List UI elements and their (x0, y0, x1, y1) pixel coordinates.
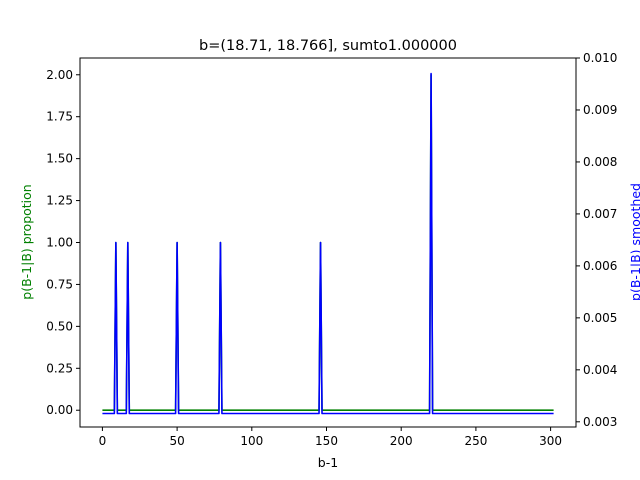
y-axis-left-label: p(B-1|B) propotion (19, 184, 34, 299)
y-right-tick-label: 0.006 (583, 259, 617, 273)
y-left-tick-label: 1.50 (46, 152, 73, 166)
x-tick-label: 50 (169, 434, 184, 448)
y-left-tick-label: 0.75 (46, 277, 73, 291)
y-right-tick-label: 0.007 (583, 207, 617, 221)
plot-frame (79, 57, 577, 428)
x-tick-label: 0 (99, 434, 107, 448)
y-left-tick-label: 1.25 (46, 194, 73, 208)
y-left-tick-label: 2.00 (46, 68, 73, 82)
y-left-tick-label: 1.75 (46, 110, 73, 124)
series-line-smoothed (102, 72, 554, 415)
y-axis-left: 0.00 0.25 0.50 0.75 1.00 1.25 1.50 1.75 2.00 (46, 68, 80, 417)
x-tick-label: 200 (390, 434, 413, 448)
x-axis: 0 50 100 150 200 250 300 (99, 427, 562, 448)
x-tick-label: 300 (539, 434, 562, 448)
y-right-tick-label: 0.010 (583, 51, 617, 65)
y-right-tick-label: 0.009 (583, 103, 617, 117)
y-axis-right-label: p(B-1|B) smoothed (628, 183, 640, 301)
y-right-tick-label: 0.003 (583, 415, 617, 429)
x-axis-label: b-1 (318, 455, 338, 470)
series-line-proportion (102, 73, 554, 412)
y-right-tick-label: 0.008 (583, 155, 617, 169)
y-axis-right: 0.003 0.004 0.005 0.006 0.007 0.008 0.009 0.010 (576, 51, 617, 429)
chart-title: b=(18.71, 18.766], sumto1.000000 (199, 38, 457, 54)
y-right-tick-label: 0.005 (583, 311, 617, 325)
y-right-tick-label: 0.004 (583, 363, 617, 377)
x-tick-label: 150 (315, 434, 338, 448)
x-tick-label: 250 (464, 434, 487, 448)
y-left-tick-label: 1.00 (46, 236, 73, 250)
series-layer (102, 72, 554, 415)
x-tick-label: 100 (240, 434, 263, 448)
y-left-tick-label: 0.00 (46, 403, 73, 417)
y-left-tick-label: 0.50 (46, 319, 73, 333)
y-left-tick-label: 0.25 (46, 361, 73, 375)
